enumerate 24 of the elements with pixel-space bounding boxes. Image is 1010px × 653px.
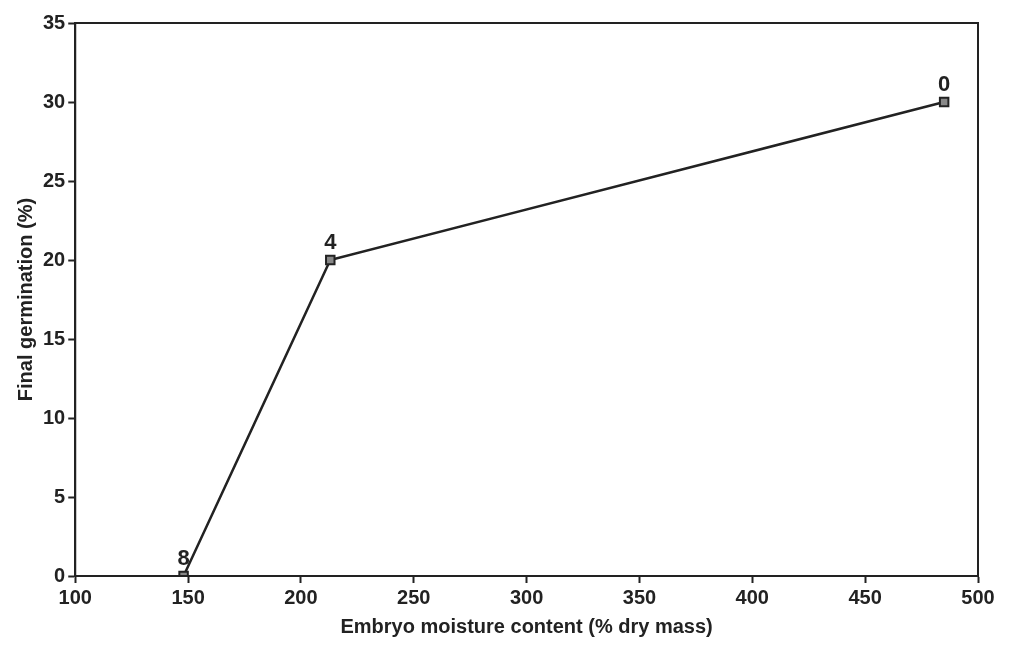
x-tick-label: 200 [284, 585, 318, 608]
x-tick-label: 150 [171, 585, 205, 608]
point [938, 96, 950, 108]
y-tick-label: 0 [54, 563, 66, 586]
annotation: 0 [938, 71, 951, 97]
point [325, 254, 336, 266]
x-tick-label: 250 [397, 585, 431, 608]
y-tick-label: 15 [43, 326, 66, 349]
x-tick-label: 450 [848, 585, 882, 608]
x-tick-label: 500 [961, 585, 995, 608]
x-tick-label: 400 [735, 585, 769, 608]
y-tick-label: 10 [43, 405, 66, 428]
y-tick-label: 20 [43, 247, 66, 270]
annotation: 8 [177, 545, 190, 571]
y-tick-label: 25 [43, 168, 66, 191]
x-axis-title: Embryo moisture content (% dry mass) [340, 614, 713, 637]
y-tick-label: 30 [43, 89, 66, 112]
y-axis-title: Final germination (%) [13, 197, 36, 402]
x-tick-label: 350 [622, 585, 657, 608]
y-tick-label: 5 [54, 484, 66, 507]
x-tick-label: 300 [509, 585, 544, 608]
y-tick-label: 35 [43, 10, 66, 33]
annotation: 4 [324, 229, 338, 255]
x-tick-label: 100 [58, 585, 92, 608]
